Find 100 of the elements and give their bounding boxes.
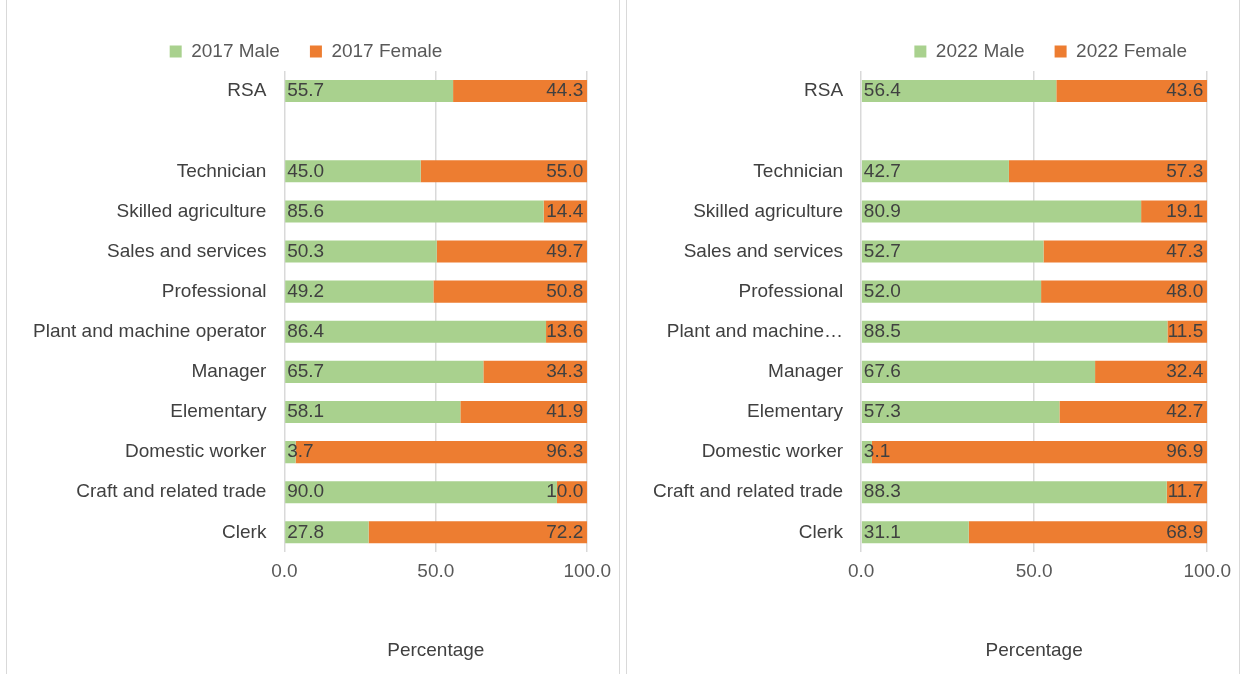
data-label: 68.9: [1166, 520, 1204, 542]
data-label: 96.3: [546, 440, 584, 462]
data-label: 19.1: [1166, 199, 1204, 221]
y-tick-label: Plant and machine…: [666, 319, 844, 341]
data-label: 55.0: [546, 159, 584, 181]
y-tick-label: Craft and related trade: [652, 480, 844, 502]
data-label: 42.7: [1166, 400, 1204, 422]
data-label: 52.0: [863, 279, 901, 301]
bar: [433, 280, 588, 303]
y-tick-label: Skilled agriculture: [116, 199, 267, 221]
y-tick-label: Professional: [738, 279, 844, 301]
y-tick-label: RSA: [227, 79, 267, 101]
data-label: 11.5: [1167, 319, 1204, 341]
bar: [285, 80, 454, 103]
bar: [1056, 80, 1208, 103]
y-tick-label: Professional: [161, 279, 267, 301]
data-label: 86.4: [287, 319, 325, 341]
data-label: 88.5: [863, 319, 901, 341]
bar: [861, 280, 1042, 303]
bar: [861, 360, 1096, 383]
bar: [861, 400, 1060, 424]
x-tick-label: 0.0: [847, 560, 875, 582]
y-tick-label: Technician: [753, 159, 844, 181]
bar: [968, 521, 1208, 544]
y-tick-label: Domestic worker: [124, 440, 268, 462]
data-label: 52.7: [863, 239, 901, 261]
bar: [285, 160, 421, 183]
y-tick-label: Sales and services: [106, 239, 267, 261]
data-label: 90.0: [287, 480, 325, 502]
data-label: 49.7: [546, 239, 584, 261]
y-tick-label: Manager: [768, 360, 844, 382]
data-label: 45.0: [287, 159, 325, 181]
data-label: 50.3: [287, 239, 325, 261]
bar: [861, 521, 969, 544]
y-tick-label: Clerk: [798, 520, 844, 542]
bar: [861, 320, 1168, 343]
bar: [460, 400, 588, 424]
data-label: 44.3: [546, 79, 584, 101]
bar: [420, 160, 588, 183]
x-tick-label: 100.0: [1183, 560, 1231, 582]
data-label: 88.3: [863, 480, 901, 502]
data-label: 65.7: [287, 360, 325, 382]
bar: [861, 80, 1057, 103]
bar: [285, 400, 461, 424]
data-label: 13.6: [546, 319, 584, 341]
data-label: 14.4: [546, 199, 584, 221]
data-label: 85.6: [287, 199, 325, 221]
bar: [861, 240, 1044, 263]
x-tick-label: 0.0: [271, 560, 298, 582]
bar: [861, 160, 1009, 183]
y-tick-label: Technician: [176, 159, 267, 181]
data-label: 41.9: [546, 400, 584, 422]
bar: [1043, 240, 1208, 263]
data-label: 56.4: [863, 79, 902, 101]
data-label: 96.9: [1166, 440, 1204, 462]
y-tick-label: RSA: [804, 79, 844, 101]
x-axis-title: Percentage: [387, 638, 485, 660]
data-label: 80.9: [863, 199, 901, 221]
bar: [368, 521, 588, 544]
y-tick-label: Sales and services: [683, 239, 844, 261]
x-tick-label: 50.0: [417, 560, 455, 582]
bar: [1008, 160, 1208, 183]
data-label: 32.4: [1166, 360, 1204, 382]
bar: [1041, 280, 1208, 303]
y-tick-label: Domestic worker: [701, 440, 844, 462]
bar: [285, 360, 484, 383]
data-label: 57.3: [863, 400, 901, 422]
y-tick-label: Elementary: [170, 400, 267, 422]
data-label: 57.3: [1166, 159, 1204, 181]
bar: [1059, 400, 1208, 424]
data-label: 43.6: [1166, 79, 1204, 101]
data-label: 27.8: [287, 520, 325, 542]
legend-label: 2022 Male: [935, 39, 1025, 61]
data-label: 67.6: [863, 360, 901, 382]
y-tick-label: Skilled agriculture: [693, 199, 844, 221]
x-tick-label: 100.0: [563, 560, 611, 582]
data-label: 42.7: [863, 159, 901, 181]
data-label: 34.3: [546, 360, 584, 382]
bar: [285, 200, 544, 223]
y-tick-label: Plant and machine operator: [32, 319, 268, 341]
y-tick-label: Manager: [191, 360, 268, 382]
y-tick-label: Clerk: [222, 520, 267, 542]
data-label: 48.0: [1166, 279, 1204, 301]
legend-label: 2017 Male: [191, 39, 280, 61]
data-label: 58.1: [287, 400, 325, 422]
bar: [1095, 360, 1208, 383]
bar: [861, 481, 1167, 504]
bar: [453, 80, 588, 103]
bar: [483, 360, 588, 383]
x-tick-label: 50.0: [1015, 560, 1053, 582]
bar: [285, 240, 437, 263]
data-label: 72.2: [546, 520, 584, 542]
bar: [861, 200, 1142, 223]
bar: [285, 280, 434, 303]
y-tick-label: Elementary: [747, 400, 844, 422]
bar: [436, 240, 588, 263]
legend-label: 2022 Female: [1076, 39, 1187, 61]
data-label: 49.2: [287, 279, 325, 301]
data-label: 50.8: [546, 279, 584, 301]
data-label: 11.7: [1167, 480, 1204, 502]
